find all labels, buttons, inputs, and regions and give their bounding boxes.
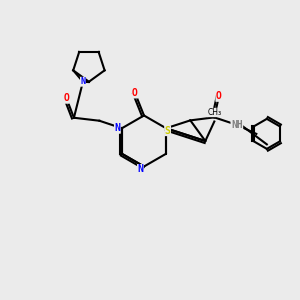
Text: O: O bbox=[64, 93, 69, 103]
Text: O: O bbox=[216, 92, 222, 101]
Text: CH₃: CH₃ bbox=[207, 108, 221, 117]
Text: NH: NH bbox=[231, 120, 243, 130]
Text: O: O bbox=[132, 88, 138, 98]
Text: N: N bbox=[115, 123, 120, 133]
Text: N: N bbox=[137, 164, 143, 175]
Text: S: S bbox=[165, 126, 170, 136]
Text: N: N bbox=[80, 77, 86, 86]
